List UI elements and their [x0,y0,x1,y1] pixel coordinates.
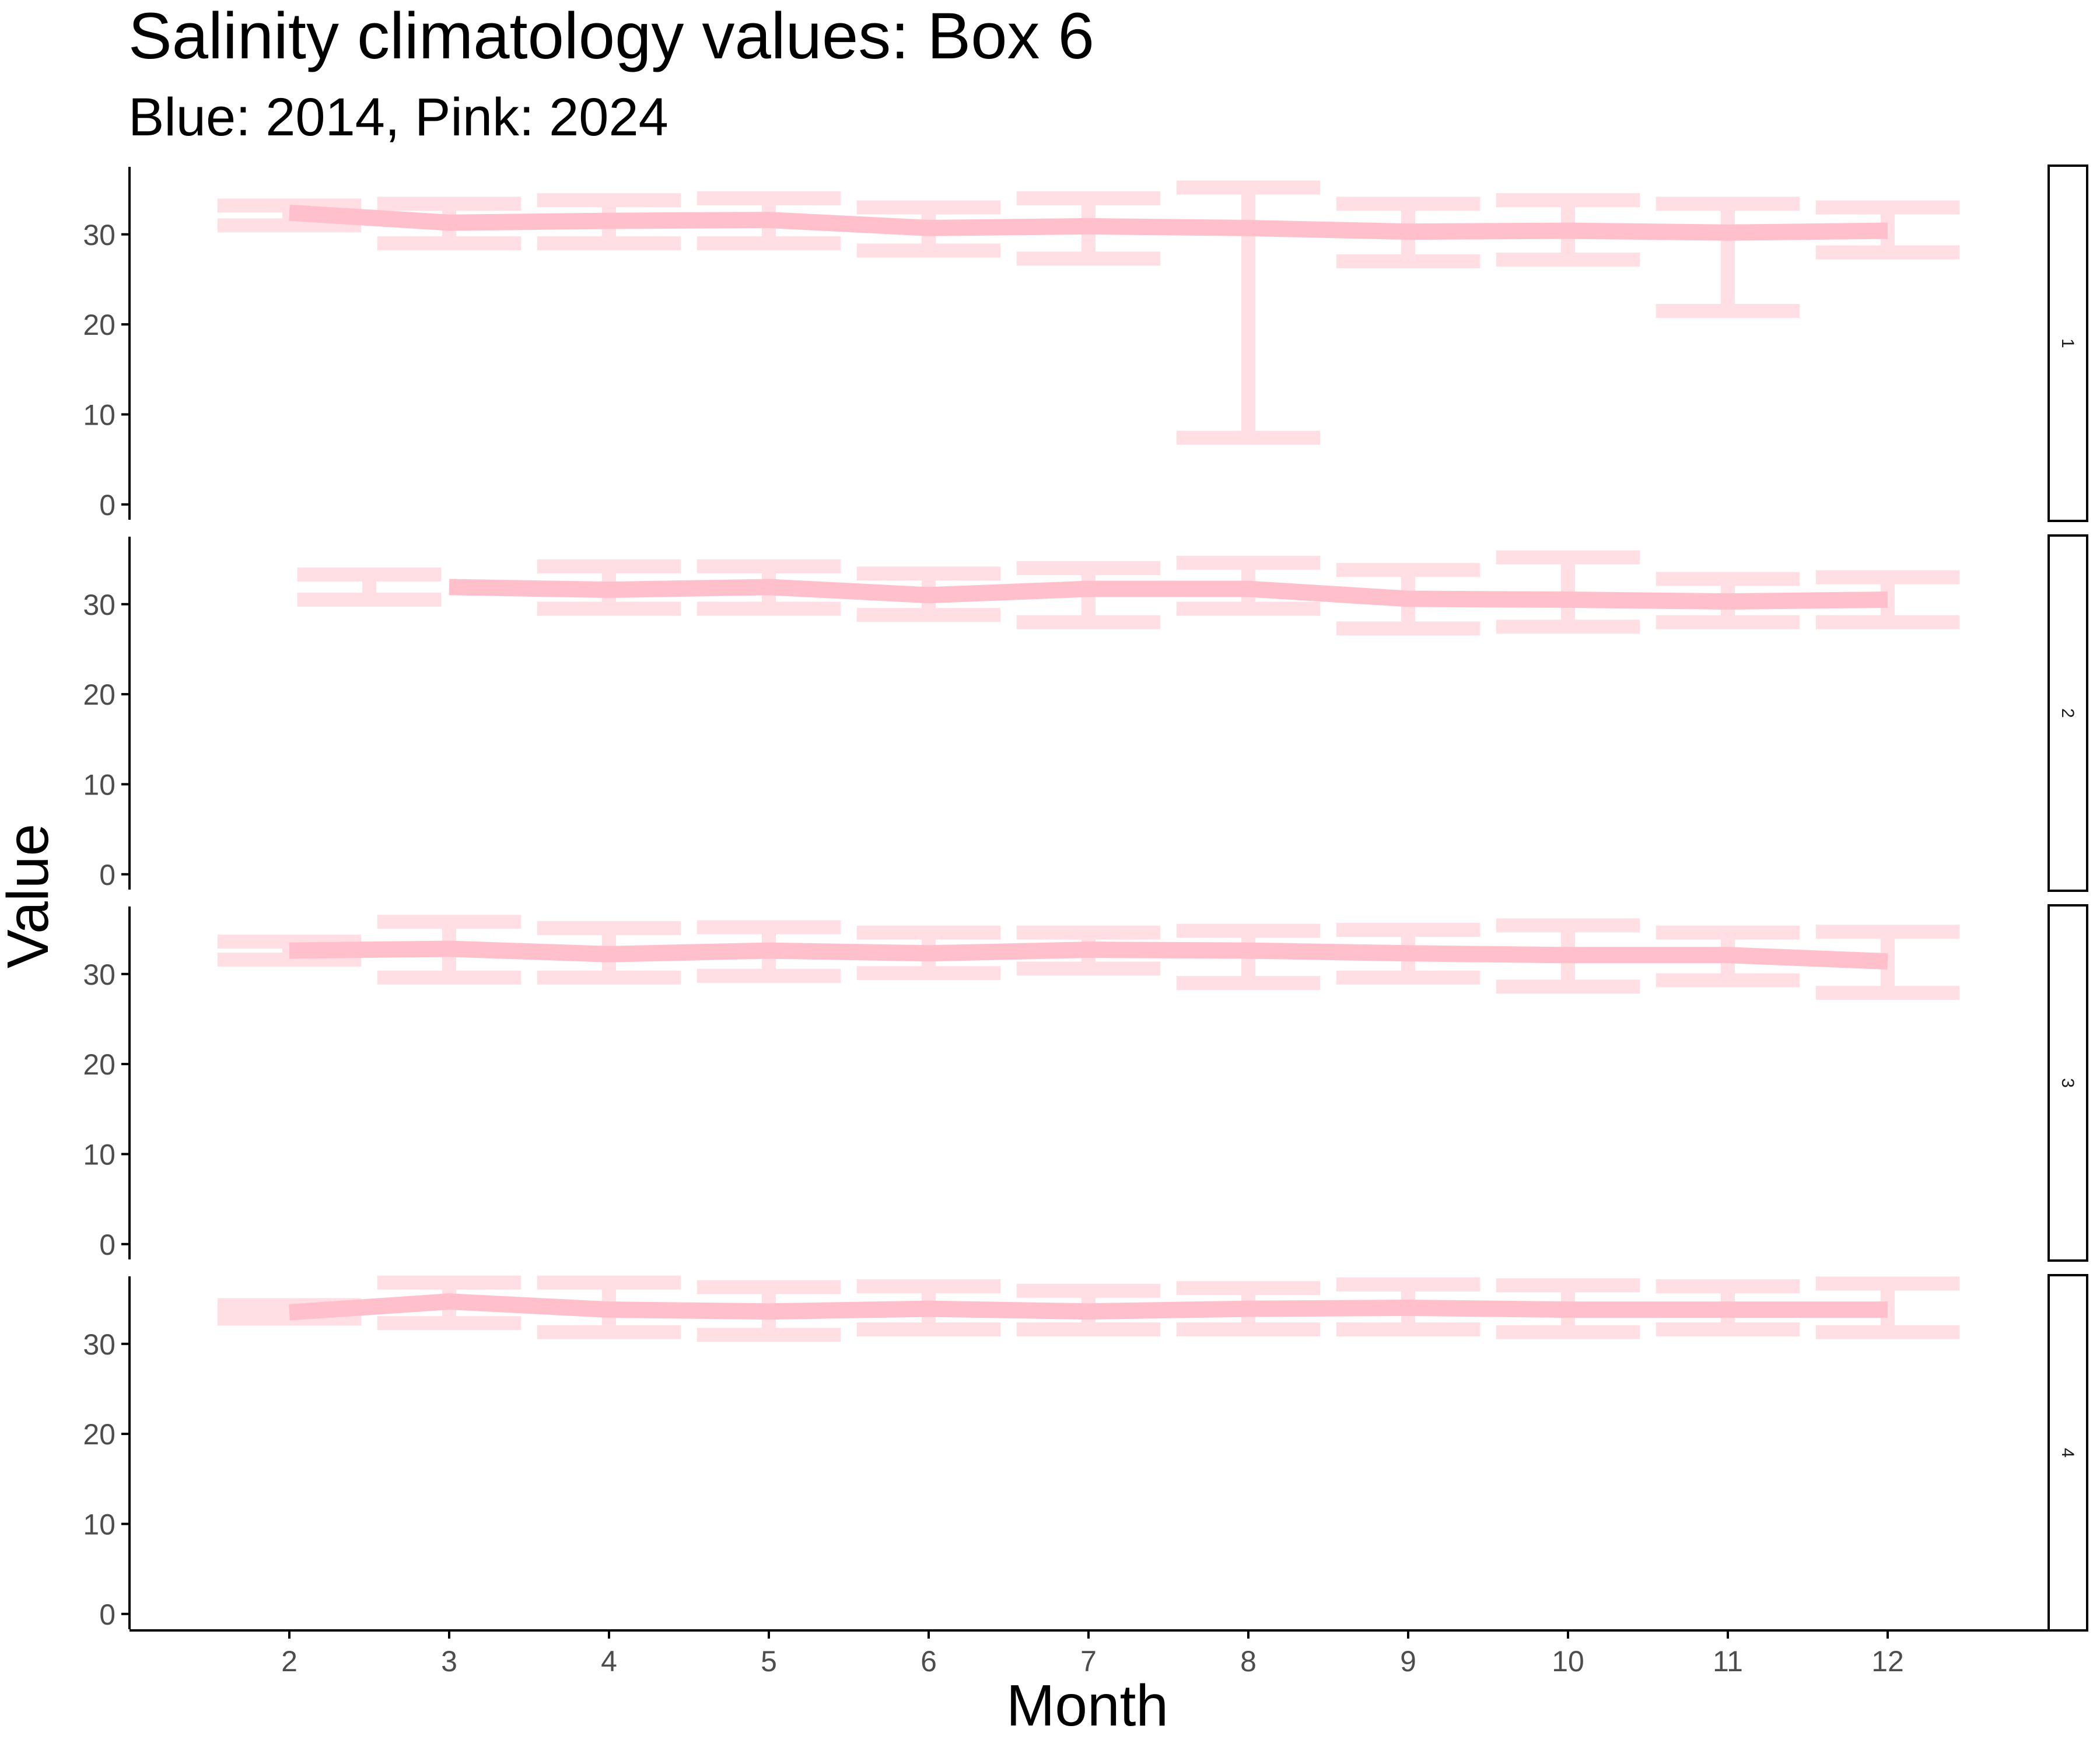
y-tick-label: 30 [83,219,116,251]
x-tick-label: 2 [281,1645,298,1678]
x-tick-label: 8 [1240,1645,1256,1678]
x-tick-label: 5 [761,1645,777,1678]
facet-panel-4: 0 10 20 30 4 [83,1274,2088,1632]
facet-strip [2048,164,2088,522]
facet-strip [2048,1274,2088,1632]
x-tick-label: 10 [1552,1645,1584,1678]
y-tick-label: 0 [99,489,116,522]
y-tick-label: 20 [83,1418,116,1451]
y-tick-label: 10 [83,768,116,801]
y-tick-label: 10 [83,398,116,431]
errorbars-2024 [217,180,1960,445]
series-line-2024 [449,579,1888,610]
y-tick-label: 30 [83,1328,116,1361]
y-tick-label: 0 [99,1228,116,1261]
facet-panel-2: 0 10 20 30 2 [83,534,2088,892]
facet-strip [2048,904,2088,1262]
facet-strip-label: 1 [2058,338,2077,348]
y-tick-label: 20 [83,678,116,711]
facet-strip-label: 4 [2058,1448,2077,1458]
y-tick-label: 30 [83,958,116,991]
chart-subtitle: Blue: 2014, Pink: 2024 [128,88,668,147]
series-line-2024 [289,940,1888,970]
x-tick-label: 7 [1080,1645,1097,1678]
x-tick-label: 12 [1871,1645,1904,1678]
y-tick-label: 10 [83,1508,116,1541]
series-line-2024 [289,1293,1888,1321]
y-axis-title: Value [0,824,61,968]
y-tick-label: 30 [83,589,116,621]
x-tick-label: 6 [921,1645,937,1678]
x-axis-title: Month [1006,1673,1168,1738]
series-line-2024 [289,204,1888,241]
errorbars-2024 [297,550,1960,636]
x-tick-label: 4 [601,1645,617,1678]
facet-strip-label: 2 [2058,708,2077,718]
facet-panel-3: 0 10 20 30 3 [83,904,2088,1262]
y-tick-label: 10 [83,1138,116,1171]
x-tick-label: 9 [1400,1645,1416,1678]
x-axis: 2 3 4 5 6 7 8 9 10 11 12 [130,1629,2048,1678]
facet-panel-1: 0 10 20 30 1 [83,164,2088,522]
x-tick-label: 3 [441,1645,457,1678]
facet-strip-label: 3 [2058,1078,2077,1088]
y-tick-label: 0 [99,859,116,891]
y-tick-label: 20 [83,1048,116,1081]
y-tick-label: 0 [99,1598,116,1631]
x-tick-label: 11 [1713,1645,1743,1678]
facet-strip [2048,534,2088,892]
chart-title: Salinity climatology values: Box 6 [128,0,1094,72]
y-tick-label: 20 [83,309,116,341]
